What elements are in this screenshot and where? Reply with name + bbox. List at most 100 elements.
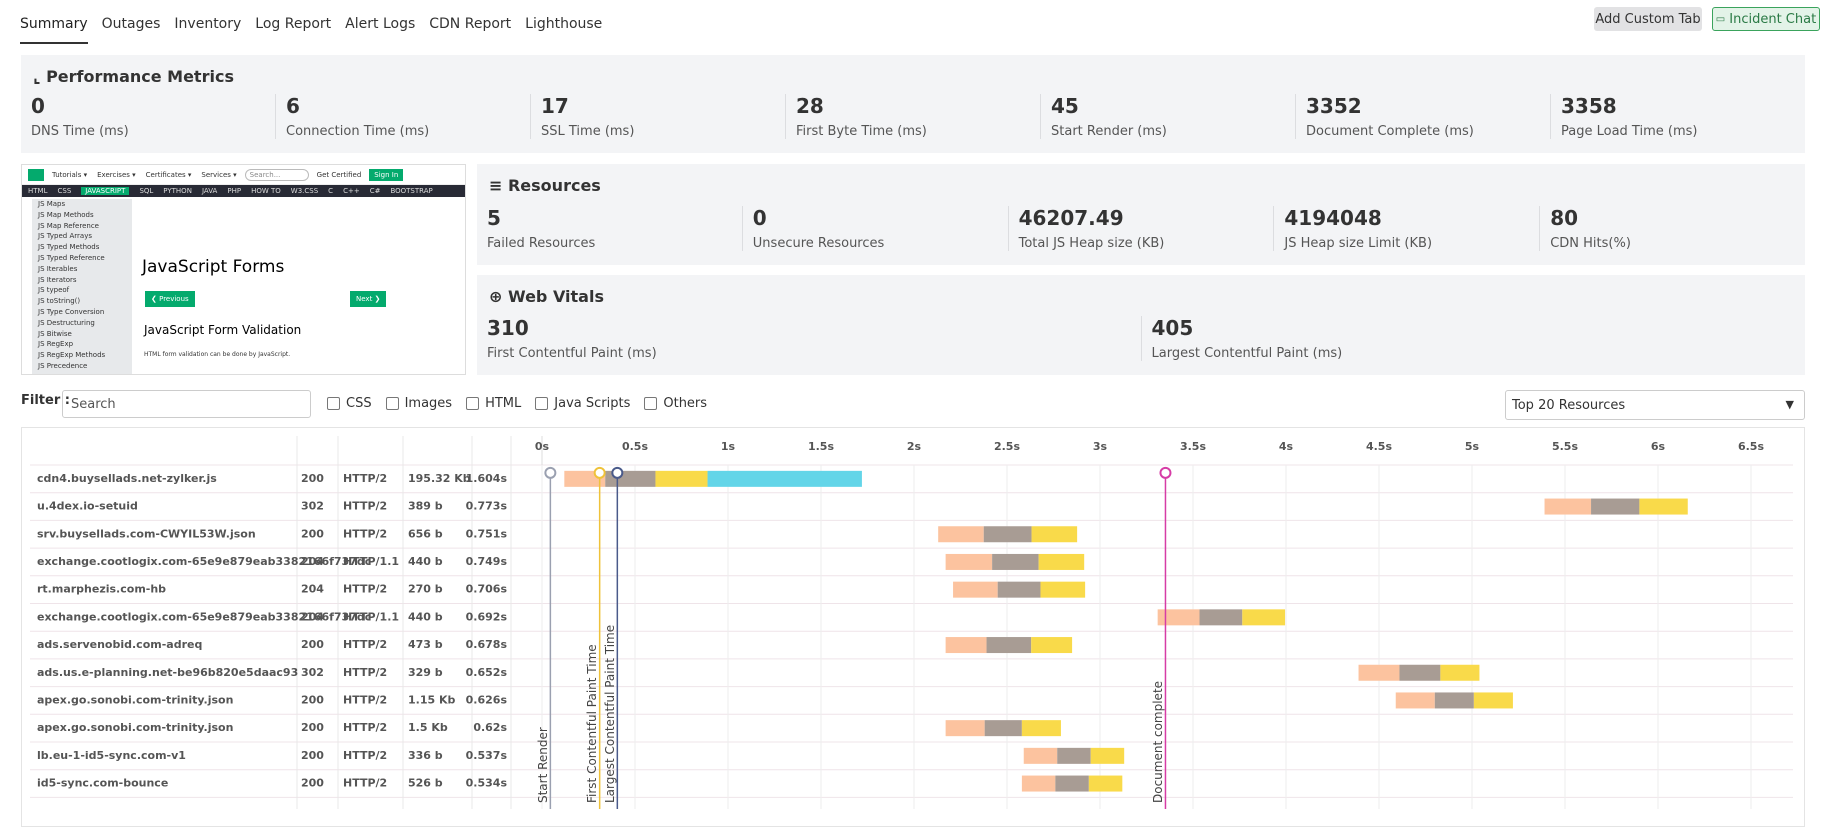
marker-label: First Contentful Paint Time [585, 644, 599, 803]
tab[interactable]: Inventory [174, 16, 242, 32]
size: 656 b [408, 527, 443, 540]
filter-option[interactable]: Java Scripts [535, 396, 630, 411]
resource-name: srv.buysellads.com-CWYIL53W.json [37, 527, 256, 540]
topic: BOOTSTRAP [390, 187, 433, 195]
timing-segment [1440, 664, 1480, 681]
tab[interactable]: Outages [101, 16, 161, 32]
timing-segment [1021, 720, 1061, 737]
resource-name: apex.go.sonobi.com-trinity.json [37, 693, 233, 706]
resource-dropdown[interactable]: Top 20 Resources ▼ [1505, 390, 1805, 420]
timing-segment [945, 720, 985, 737]
filter-option[interactable]: HTML [466, 396, 521, 411]
metric: 405 Largest Contentful Paint (ms) [1140, 316, 1806, 361]
protocol: HTTP/2 [343, 527, 387, 540]
size: 389 b [408, 500, 443, 513]
incident-chat-button[interactable]: ▭ Incident Chat [1712, 7, 1820, 31]
tab[interactable]: Lighthouse [525, 16, 603, 32]
sidebar-item: JS Map Reference [38, 221, 99, 230]
topic: HTML [28, 187, 48, 195]
metric: 3358 Page Load Time (ms) [1550, 94, 1805, 139]
tab[interactable]: CDN Report [429, 16, 512, 32]
get-certified: Get Certified [316, 170, 362, 179]
status: 200 [301, 472, 324, 485]
nav-item: Certificates ▾ [145, 170, 192, 179]
metric: 45 Start Render (ms) [1040, 94, 1295, 139]
tab[interactable]: Summary [20, 14, 88, 44]
logo [28, 168, 44, 181]
tab[interactable]: Alert Logs [345, 16, 416, 32]
resource-name: u.4dex.io-setuid [37, 500, 138, 513]
timing-segment [997, 581, 1041, 598]
protocol: HTTP/2 [343, 638, 387, 651]
timing-segment [1199, 609, 1243, 626]
x-tick-label: 0s [535, 440, 550, 453]
metric-row: 310 First Contentful Paint (ms) 405 Largest… [477, 316, 1805, 361]
metric-value: 405 [1151, 316, 1194, 340]
metric-label: Page Load Time (ms) [1561, 124, 1698, 139]
sidebar-item: JS Type Conversion [38, 307, 105, 316]
x-tick-label: 1.5s [808, 440, 834, 453]
filter-option[interactable]: Images [385, 396, 452, 411]
filter-option[interactable]: CSS [327, 396, 372, 411]
metric: 4194048 JS Heap size Limit (KB) [1273, 206, 1539, 251]
status: 200 [301, 721, 324, 734]
x-tick-label: 5.5s [1552, 440, 1578, 453]
dropdown-label: Top 20 Resources [1512, 398, 1626, 413]
sidebar-item: JS typeof [38, 286, 70, 295]
tab[interactable]: Log Report [255, 16, 332, 32]
x-tick-label: 3.5s [1180, 440, 1206, 453]
page-screenshot: Tutorials ▾ Exercises ▾ Certificates ▾ Serv… [21, 164, 466, 375]
status: 200 [301, 693, 324, 706]
sidebar-item: JS Typed Methods [38, 243, 100, 252]
sidebar-item: JS Map Methods [38, 210, 94, 219]
checkbox[interactable] [327, 397, 340, 410]
add-custom-tab-button[interactable]: Add Custom Tab [1594, 7, 1702, 31]
status: 302 [301, 500, 324, 513]
resource-name: ads.us.e-planning.net-be96b820e5daac93 [37, 666, 298, 679]
metric-value: 80 [1550, 206, 1579, 230]
metric-label: Total JS Heap size (KB) [1018, 236, 1165, 251]
filter-option[interactable]: Others [644, 396, 707, 411]
timing-segment [1157, 609, 1200, 626]
search-input[interactable]: Search [62, 390, 311, 418]
metric: 0 DNS Time (ms) [21, 94, 275, 139]
timing-segment [1057, 747, 1091, 764]
size: 270 b [408, 583, 443, 596]
timing-segment [938, 526, 984, 543]
resource-name: apex.go.sonobi.com-trinity.json [37, 721, 233, 734]
marker-label: Document complete [1151, 681, 1165, 803]
option-label: Java Scripts [554, 396, 631, 411]
sidebar-item: JS Destructuring [38, 318, 95, 327]
panel-title: ⌞ Performance Metrics [33, 67, 234, 86]
protocol: HTTP/1.1 [343, 610, 399, 623]
metric: 17 SSL Time (ms) [530, 94, 785, 139]
marker-dot [544, 466, 557, 479]
timing-segment [1242, 609, 1286, 626]
preview-heading: JavaScript Forms [142, 257, 285, 277]
panel-title: ≡ Resources [489, 176, 601, 195]
x-tick-label: 2.5s [994, 440, 1020, 453]
metric-label: Start Render (ms) [1051, 124, 1167, 139]
protocol: HTTP/2 [343, 472, 387, 485]
size: 336 b [408, 749, 443, 762]
topic: JAVASCRIPT [81, 187, 130, 195]
protocol: HTTP/2 [343, 583, 387, 596]
metric-label: Document Complete (ms) [1306, 124, 1474, 139]
performance-panel: ⌞ Performance Metrics 0 DNS Time (ms) 6 Con… [21, 55, 1805, 153]
sidebar: JS Maps JS Map Methods JS Map Reference JS … [32, 199, 132, 374]
sidebar-item: JS Maps [38, 200, 66, 208]
resource-name: rt.marphezis.com-hb [37, 583, 166, 596]
size: 526 b [408, 777, 443, 790]
duration: 0.751s [466, 527, 508, 540]
metric-value: 45 [1051, 94, 1079, 118]
checkbox[interactable] [466, 397, 480, 410]
checkbox[interactable] [385, 397, 399, 410]
nav-item: Tutorials ▾ [52, 170, 88, 179]
checkbox[interactable] [535, 397, 549, 410]
option-label: Others [663, 396, 708, 411]
resource-name: cdn4.buysellads.net-zylker.js [37, 472, 217, 485]
button-label: Incident Chat [1729, 11, 1817, 27]
metric-value: 0 [31, 94, 45, 118]
duration: 0.773s [466, 500, 508, 513]
checkbox[interactable] [644, 397, 658, 410]
